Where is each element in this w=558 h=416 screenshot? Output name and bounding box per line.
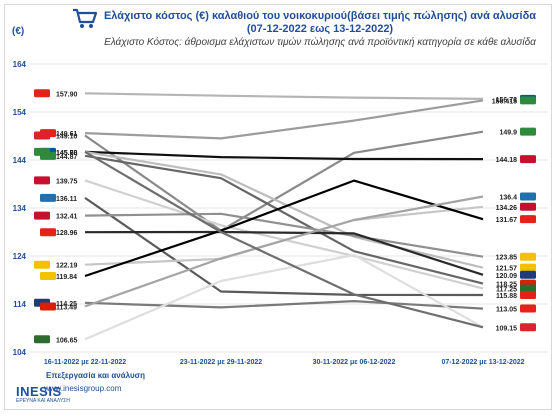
left-data-label: 145.70: [56, 150, 78, 157]
left-data-label: 114.25: [56, 301, 77, 308]
chart-title-line2: (07-12-2022 εως 13-12-2022): [246, 23, 394, 35]
right-data-label: 144.18: [496, 157, 518, 164]
chain-logo-icon: [34, 335, 50, 344]
footer-url[interactable]: www.inesisgroup.com: [44, 384, 122, 393]
chain-logo-icon: [520, 155, 536, 164]
left-data-label: 139.75: [56, 178, 78, 185]
left-data-label: 106.65: [56, 337, 78, 344]
right-data-label: 131.67: [496, 217, 518, 224]
chart-subtitle: Ελάχιστο Κόστος: άθροισμα ελάχιστων τιμώ…: [104, 37, 536, 48]
series-line: [84, 179, 484, 290]
x-tick-label: 23-11-2022 με 29-11-2022: [180, 359, 262, 366]
footer-brand: INESIS: [16, 384, 62, 399]
chart-title: Ελάχιστο κόστος (€) καλαθιού του νοικοκυ…: [100, 10, 540, 36]
y-tick-label: 124: [13, 252, 27, 261]
right-data-label: 113.05: [496, 307, 517, 314]
left-data-label: 136.11: [56, 196, 77, 203]
series-line: [84, 150, 484, 269]
series-line: [84, 253, 484, 341]
footer-brand-subtitle: ΕΡΕΥΝΑ ΚΑΙ ΑΝΑΛΥΣΗ: [16, 398, 70, 404]
x-tick-label: 07-12-2022 με 13-12-2022: [441, 359, 524, 366]
y-tick-label: 114: [13, 300, 26, 309]
chart-frame: [4, 4, 552, 410]
right-data-label: 109.15: [496, 325, 518, 332]
y-tick-label: 104: [13, 348, 27, 357]
series-line: [84, 99, 484, 140]
left-data-label: 157.90: [56, 91, 78, 98]
left-data-label: 128.96: [56, 230, 78, 237]
chain-logo-icon: [520, 215, 536, 224]
series-line: [84, 130, 484, 232]
chain-logo-icon: [40, 151, 56, 160]
chain-logo-icon: [520, 284, 536, 293]
y-axis-unit: (€): [12, 26, 25, 37]
series-line: [84, 196, 484, 297]
chain-logo-icon: [520, 304, 536, 313]
left-data-label: 119.84: [56, 274, 77, 281]
x-tick-label: 30-11-2022 με 06-12-2022: [313, 359, 396, 366]
right-data-label: 123.85: [496, 255, 518, 262]
chain-logo-icon: [40, 302, 56, 311]
shopping-cart-icon: [73, 8, 98, 28]
series-line: [84, 179, 484, 278]
right-data-label: 156.415: [492, 98, 517, 105]
chain-logo-icon: [520, 270, 536, 279]
left-data-label: 149.10: [56, 134, 78, 141]
x-tick-label: 16-11-2022 με 22-11-2022: [44, 359, 126, 366]
series-line: [84, 150, 484, 161]
chain-logo-icon: [520, 202, 536, 211]
left-data-label: 132.41: [56, 214, 78, 221]
right-data-label: 156.73: [496, 97, 518, 104]
series-line: [84, 212, 484, 258]
chain-logo-icon: [40, 271, 56, 280]
chain-logo-icon: [520, 127, 536, 136]
right-data-label: 115.88: [496, 293, 517, 300]
series-line: [84, 195, 484, 308]
right-data-label: 136.4: [499, 194, 517, 201]
y-tick-label: 134: [13, 204, 27, 213]
series-line: [84, 92, 484, 100]
y-tick-labels: 104 114 124 134 144 154 164: [13, 60, 27, 357]
left-data-label: 149.61: [56, 131, 78, 138]
chain-logo-icon: [520, 290, 536, 299]
series-line: [84, 150, 484, 329]
left-data-label: 144.87: [56, 154, 78, 161]
chain-logo-icon: [40, 228, 56, 237]
right-data-label: 149.9: [499, 130, 517, 137]
chain-logo-icon: [34, 89, 50, 98]
left-data-label: 145.68: [56, 150, 78, 157]
chain-logo-icon: [40, 193, 56, 202]
footer-processing: Επεξεργασία και ανάλυση: [46, 371, 145, 380]
chain-logo-icon: [34, 211, 50, 220]
left-data-label: 122.19: [56, 263, 78, 270]
y-tick-label: 154: [13, 108, 27, 117]
chain-logo-icon: [34, 176, 50, 185]
series-line: [84, 300, 484, 310]
chain-logo-icon: [520, 263, 536, 272]
right-data-label: 134.26: [496, 205, 518, 212]
chain-logos: [34, 89, 536, 344]
chain-logo-icon: [520, 96, 536, 105]
right-data-label: 118.25: [496, 282, 517, 289]
chain-logo-icon: [34, 260, 50, 269]
chain-logo-icon: [520, 252, 536, 261]
series-line: [84, 154, 484, 285]
y-tick-label: 144: [13, 156, 27, 165]
series-lines: [84, 92, 484, 341]
right-data-label: 120.09: [496, 273, 518, 280]
chain-logo-icon: [520, 192, 536, 201]
right-data-label: 121.57: [496, 266, 518, 273]
left-data-label: 113.49: [56, 304, 77, 311]
right-data-label: 117.25: [496, 286, 517, 293]
chain-logo-icon: [34, 131, 50, 140]
x-tick-labels: 16-11-2022 με 22-11-2022 23-11-2022 με 29…: [44, 359, 525, 366]
chart-title-line1: Ελάχιστο κόστος (€) καλαθιού του νοικοκυ…: [103, 10, 537, 22]
chain-logo-icon: [520, 323, 536, 332]
y-tick-label: 164: [13, 60, 27, 69]
series-line: [84, 230, 484, 276]
